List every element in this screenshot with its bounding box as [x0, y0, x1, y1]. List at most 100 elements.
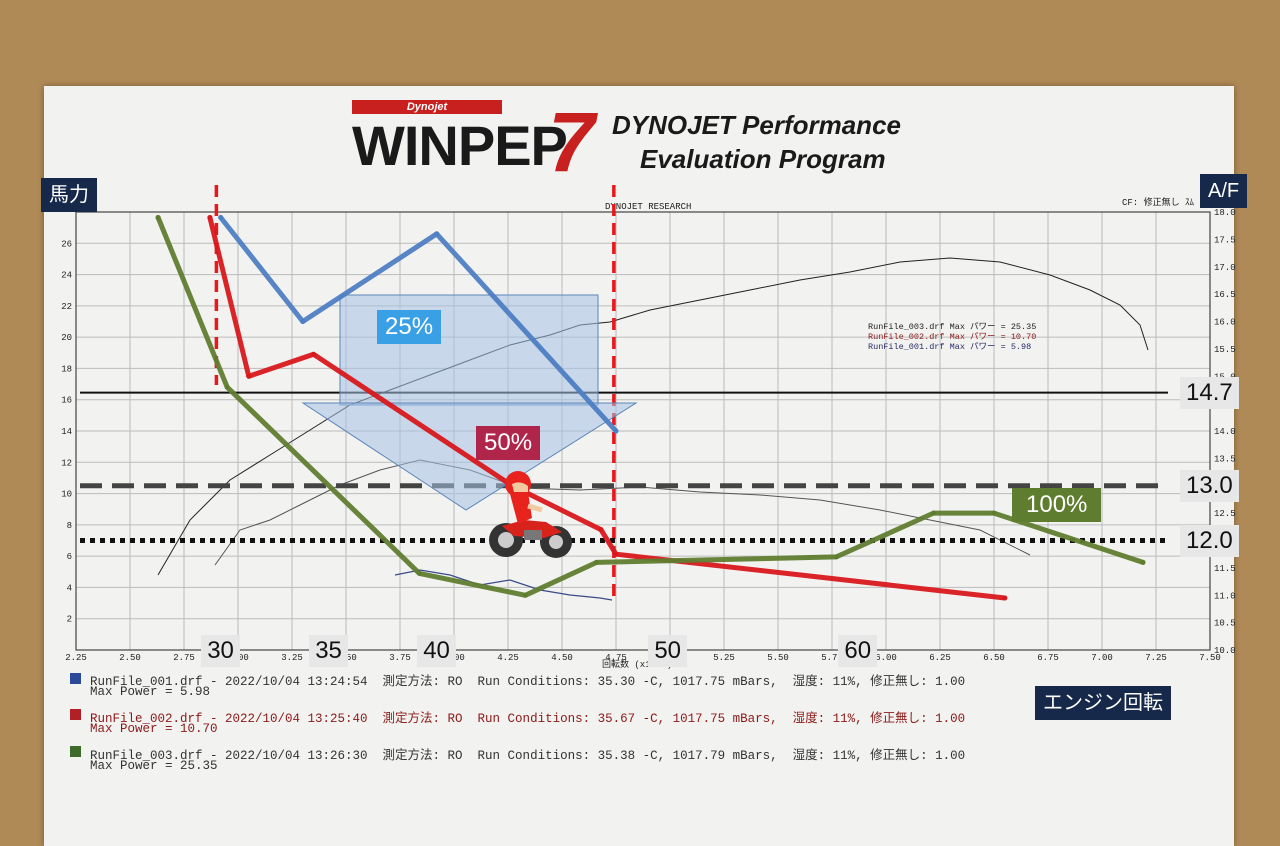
run1-max-power: Max Power = 5.98	[90, 685, 211, 699]
right-tick-label: 15.5	[1214, 345, 1236, 355]
x-tick-label: 5.25	[713, 653, 735, 663]
right-tick-label: 14.0	[1214, 427, 1236, 437]
series-point-RunFile_003	[833, 554, 839, 560]
af-ref-label: 14.7	[1180, 376, 1239, 409]
right-tick-label: 10.0	[1214, 646, 1236, 656]
x-tick-label: 5.50	[767, 653, 789, 663]
throttle-region-shapes	[301, 294, 638, 511]
left-tick-label: 20	[61, 333, 72, 343]
x-tick-label: 5.75	[821, 653, 843, 663]
x-tick-label: 6.25	[929, 653, 951, 663]
left-tick-label: 4	[67, 583, 72, 593]
left-axis-tag: 馬力	[41, 178, 97, 212]
chart-grid	[75, 212, 1211, 650]
series-point-RunFile_003	[594, 559, 600, 565]
series-point-RunFile_003	[224, 384, 230, 390]
left-tick-label: 8	[67, 521, 72, 531]
series-point-RunFile_003	[1140, 559, 1146, 565]
series-point-RunFile_002	[311, 351, 317, 357]
chart-legend-item: RunFile_003.drf Max パワー = 25.35	[868, 322, 1037, 332]
printed-af-trace	[214, 459, 1031, 566]
program-title-line2: Evaluation Program	[640, 144, 886, 174]
af-ref-label: 12.0	[1180, 524, 1239, 557]
winpep-logo: WINPEP	[352, 114, 568, 177]
series-point-RunFile_003	[991, 510, 997, 516]
right-tick-label: 12.5	[1214, 509, 1236, 519]
throttle-25-label: 25%	[377, 310, 442, 344]
left-tick-label: 6	[67, 552, 72, 562]
speed-label: 35	[309, 635, 348, 667]
series-point-RunFile_001	[300, 319, 306, 324]
series-point-RunFile_003	[931, 510, 937, 516]
right-tick-label: 13.5	[1214, 454, 1236, 464]
motorcycle-rider-icon	[489, 471, 572, 558]
speed-marker-lines	[214, 185, 616, 600]
x-tick-label: 4.50	[551, 653, 573, 663]
series-point-RunFile_002	[613, 551, 619, 557]
plot-frame	[75, 211, 1211, 651]
left-tick-label: 16	[61, 396, 72, 406]
right-tick-label: 10.5	[1214, 619, 1236, 629]
winpep-version-logo: 7	[548, 95, 595, 189]
series-point-RunFile_001	[218, 214, 224, 220]
right-tick-label: 16.5	[1214, 290, 1236, 300]
speed-label: 50	[648, 635, 688, 667]
x-tick-label: 2.75	[173, 653, 195, 663]
series-point-RunFile_002	[1002, 595, 1008, 601]
dynojet-brand-logo: Dynojet	[352, 100, 502, 114]
right-tick-label: 11.5	[1214, 564, 1236, 574]
printed-blue-trace	[394, 569, 613, 601]
x-tick-label: 6.50	[983, 653, 1005, 663]
speed-label: 60	[838, 635, 878, 667]
right-tick-label: 18.0	[1214, 208, 1236, 218]
speed-label: 30	[201, 635, 240, 667]
run1-info: RunFile_001.drf - 2022/10/04 13:24:54 測定…	[90, 675, 966, 689]
series-point-RunFile_002	[246, 373, 252, 379]
series-point-RunFile_001	[613, 428, 619, 434]
x-axis-tag: エンジン回転	[1035, 686, 1171, 720]
x-tick-label: 3.25	[281, 653, 303, 663]
run3-info: RunFile_003.drf - 2022/10/04 13:26:30 測定…	[90, 749, 966, 763]
left-tick-label: 26	[61, 239, 72, 249]
right-axis-tag: A/F	[1200, 174, 1248, 208]
x-tick-label: 7.00	[1091, 653, 1113, 663]
throttle-100-label: 100%	[1012, 488, 1102, 522]
x-tick-label: 4.25	[497, 653, 519, 663]
run2-max-power: Max Power = 10.70	[90, 722, 218, 736]
left-tick-label: 10	[61, 490, 72, 500]
speed-label: 40	[417, 635, 456, 667]
af-ref-label: 13.0	[1180, 469, 1239, 502]
run2-info: RunFile_002.drf - 2022/10/04 13:25:40 測定…	[90, 712, 966, 726]
program-title-line1: DYNOJET Performance	[612, 110, 901, 140]
x-tick-label: 7.50	[1199, 653, 1221, 663]
left-tick-label: 12	[61, 458, 72, 468]
right-tick-label: 11.0	[1214, 591, 1236, 601]
left-tick-label: 24	[61, 271, 72, 281]
x-tick-label: 2.25	[65, 653, 87, 663]
run1-swatch	[70, 673, 81, 684]
series-point-RunFile_003	[416, 570, 422, 576]
series-point-RunFile_002	[207, 214, 213, 220]
x-tick-label: 7.25	[1145, 653, 1167, 663]
series-line-RunFile_001	[218, 215, 619, 434]
right-tick-label: 16.0	[1214, 318, 1236, 328]
run3-max-power: Max Power = 25.35	[90, 759, 218, 773]
research-label: DYNOJET RESEARCH	[605, 202, 691, 212]
x-tick-label: 2.50	[119, 653, 141, 663]
run3-swatch	[70, 746, 81, 757]
left-tick-label: 14	[61, 427, 72, 437]
left-tick-label: 2	[67, 615, 72, 625]
throttle-50-label: 50%	[476, 426, 541, 460]
left-tick-label: 22	[61, 302, 72, 312]
left-tick-label: 18	[61, 364, 72, 374]
series-point-RunFile_003	[155, 214, 161, 220]
chart-legend-item: RunFile_001.drf Max パワー = 5.98	[868, 342, 1032, 352]
right-tick-label: 17.5	[1214, 235, 1236, 245]
series-point-RunFile_002	[598, 527, 604, 533]
x-tick-label: 3.75	[389, 653, 411, 663]
af-reference-lines	[80, 391, 1168, 543]
cf-label: CF: 修正無し ｽﾑ	[1122, 196, 1195, 208]
run2-swatch	[70, 709, 81, 720]
